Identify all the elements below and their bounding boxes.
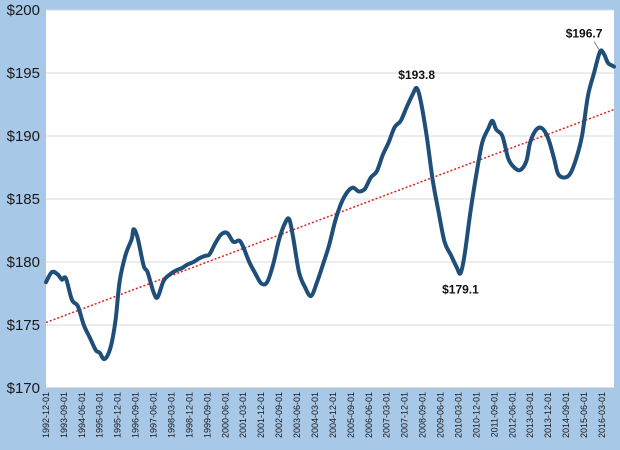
x-tick-label: 2010-03-01	[453, 392, 463, 438]
annotation-leader	[593, 41, 600, 50]
y-axis: $170 $175 $180 $185 $190 $195 $200	[7, 2, 40, 397]
x-tick-label: 2015-06-01	[579, 392, 589, 438]
x-tick-label: 2005-09-01	[346, 392, 356, 438]
x-tick-label: 1996-09-01	[131, 392, 141, 438]
x-tick-label: 2002-09-01	[274, 392, 284, 438]
x-tick-label: 1998-12-01	[184, 392, 194, 438]
annotations: $193.8 $179.1 $196.7	[398, 27, 602, 297]
y-tick-label: $180	[7, 254, 40, 271]
x-tick-label: 2010-12-01	[471, 392, 481, 438]
x-tick-label: 2012-06-01	[507, 392, 517, 438]
x-tick-label: 2001-12-01	[256, 392, 266, 438]
x-tick-label: 1995-12-01	[113, 392, 123, 438]
x-tick-label: 1993-09-01	[59, 392, 69, 438]
x-tick-label: 2013-12-01	[543, 392, 553, 438]
y-tick-label: $185	[7, 191, 40, 208]
x-tick-label: 1997-06-01	[149, 392, 159, 438]
x-tick-label: 2007-12-01	[400, 392, 410, 438]
x-tick-label: 2003-06-01	[292, 392, 302, 438]
x-tick-label: 2004-03-01	[310, 392, 320, 438]
x-tick-label: 1995-03-01	[95, 392, 105, 438]
y-tick-label: $195	[7, 65, 40, 82]
x-tick-label: 1999-09-01	[202, 392, 212, 438]
x-tick-label: 2007-03-01	[382, 392, 392, 438]
x-tick-label: 1992-12-01	[41, 392, 51, 438]
series-line-0	[44, 48, 616, 362]
x-tick-label: 1994-06-01	[77, 392, 87, 438]
trendline-layer	[45, 108, 615, 324]
x-tick-label: 2011-09-01	[489, 392, 499, 437]
x-tick-label: 2001-03-01	[238, 392, 248, 438]
annotation-label: $196.7	[566, 27, 603, 41]
annotation-label: $193.8	[398, 68, 435, 82]
series-layer	[44, 48, 616, 362]
x-tick-label: 2004-12-01	[328, 392, 338, 438]
y-tick-label: $175	[7, 317, 40, 334]
trendline	[45, 108, 615, 324]
x-tick-label: 2000-06-01	[220, 392, 230, 438]
x-tick-label: 2006-06-01	[364, 392, 374, 438]
y-tick-label: $190	[7, 128, 40, 145]
x-axis: 1992-12-01 1993-09-01 1994-06-01 1995-03-01…	[41, 387, 614, 438]
x-tick-label: 1998-03-01	[166, 392, 176, 438]
x-tick-label: 2014-09-01	[561, 392, 571, 438]
y-tick-label: $200	[7, 2, 40, 19]
x-tick-label: 2008-09-01	[418, 392, 428, 438]
x-tick-label: 2013-03-01	[525, 392, 535, 438]
x-tick-label: 2016-03-01	[597, 392, 607, 438]
x-tick-label: 2009-06-01	[436, 392, 446, 438]
y-tick-label: $170	[7, 380, 40, 397]
annotation-label: $179.1	[442, 282, 479, 296]
